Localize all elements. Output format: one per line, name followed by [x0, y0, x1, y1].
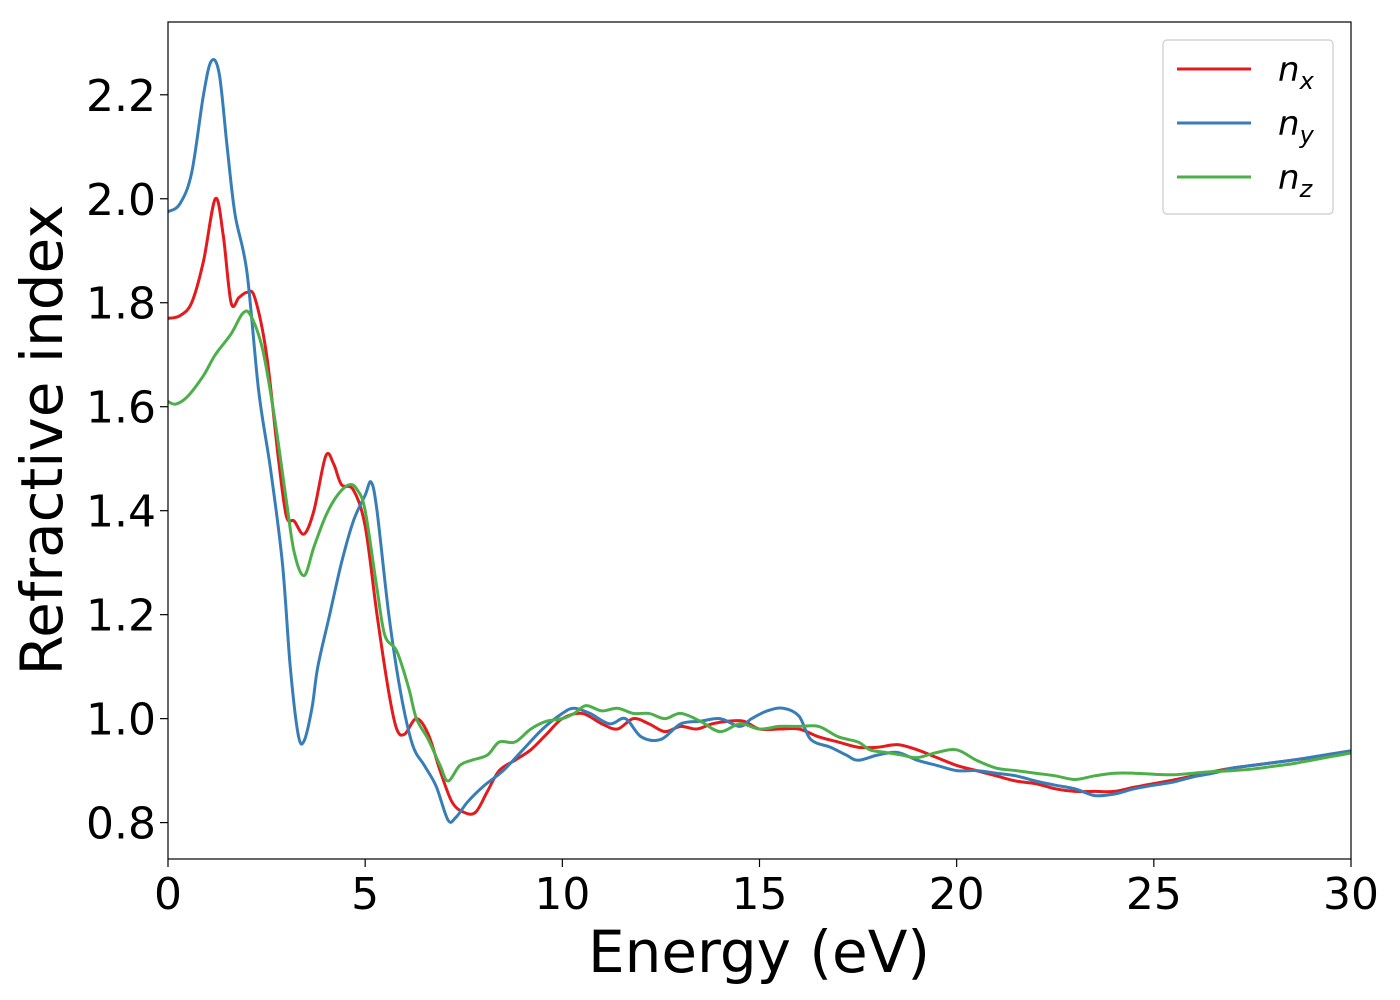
- series-line-n-x: [168, 196, 1351, 816]
- legend-label-n-z: nz: [1278, 158, 1314, 203]
- x-tick-label: 25: [1126, 869, 1182, 920]
- x-tick-label: 5: [351, 869, 379, 920]
- legend-label-n-x: nx: [1278, 50, 1315, 95]
- y-tick-label: 1.8: [86, 279, 156, 330]
- y-tick-label: 1.4: [86, 487, 156, 538]
- y-tick-label: 2.2: [86, 71, 156, 122]
- x-tick-label: 20: [929, 869, 985, 920]
- y-axis: 0.8 1.0 1.2 1.4 1.6 1.8 2.0 2.2: [86, 71, 168, 850]
- series-line-n-z: [168, 309, 1351, 783]
- x-axis-label: Energy (eV): [588, 918, 930, 986]
- legend-box: [1162, 39, 1334, 215]
- y-tick-label: 1.6: [86, 383, 156, 434]
- x-tick-label: 30: [1323, 869, 1379, 920]
- x-axis: 0 5 10 15 20 25 30: [154, 859, 1379, 920]
- series-layer: [168, 58, 1351, 824]
- series-line-n-y: [168, 58, 1351, 824]
- x-tick-label: 10: [534, 869, 590, 920]
- y-tick-label: 1.2: [86, 591, 156, 642]
- legend-label-n-y: ny: [1278, 104, 1315, 149]
- y-tick-label: 2.0: [86, 175, 156, 226]
- y-axis-label: Refractive index: [8, 204, 76, 675]
- x-tick-label: 0: [154, 869, 182, 920]
- legend: nx ny nz: [1162, 39, 1334, 215]
- x-tick-label: 15: [732, 869, 788, 920]
- y-tick-label: 1.0: [86, 695, 156, 746]
- y-tick-label: 0.8: [86, 799, 156, 850]
